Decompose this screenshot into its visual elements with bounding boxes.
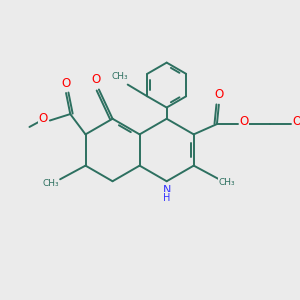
Text: CH₃: CH₃ [42,179,59,188]
Text: O: O [292,115,300,128]
Text: O: O [240,115,249,128]
Text: H: H [163,193,170,203]
Text: CH₃: CH₃ [112,72,128,81]
Text: O: O [61,77,71,90]
Text: O: O [91,73,101,86]
Text: CH₃: CH₃ [219,178,235,187]
Text: O: O [214,88,224,101]
Text: O: O [38,112,48,125]
Text: N: N [163,185,171,195]
